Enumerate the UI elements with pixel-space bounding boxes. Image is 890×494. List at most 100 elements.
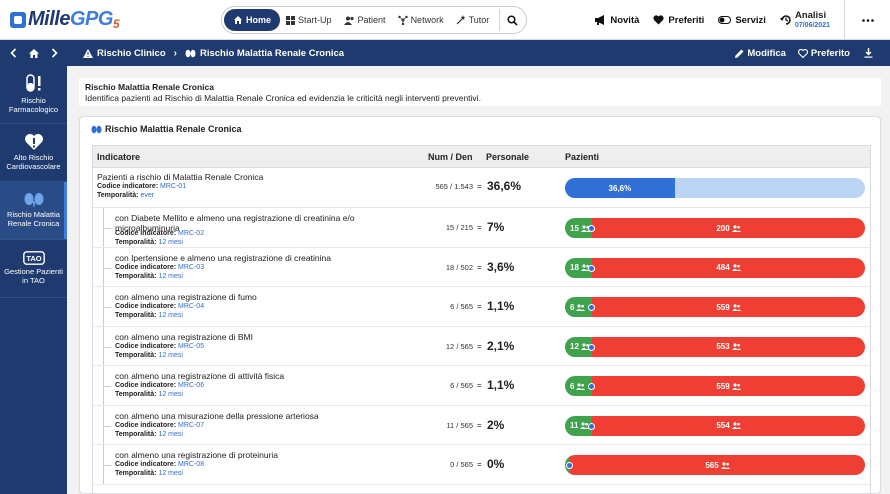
nav-startup[interactable]: Start-Up [280, 9, 338, 31]
denominator-segment[interactable]: 200 [592, 218, 865, 238]
indicator-title: con Ipertensione e almeno una registrazi… [115, 252, 331, 263]
meta-value[interactable]: MRC-03 [178, 263, 205, 271]
kidneys-icon [185, 49, 196, 57]
num-den: 12 / 565 [445, 341, 473, 351]
search-button[interactable] [500, 14, 524, 26]
sidebar-item-rischio-farmacologico[interactable]: Rischio Farmacologico [0, 66, 67, 124]
warning-icon [83, 48, 93, 58]
table-row[interactable]: con almeno una misurazione della pressio… [93, 405, 870, 445]
analisi-link[interactable]: Analisi 07/06/2021 [779, 11, 830, 29]
meta-value[interactable]: MRC-05 [178, 342, 205, 350]
main-progress-fill: 36,6% [565, 178, 675, 198]
table-row[interactable]: con Ipertensione e almeno una registrazi… [93, 247, 870, 287]
kidneys-icon [24, 193, 43, 208]
meta-value: 12 mesi [158, 430, 183, 438]
main-progress-bar[interactable]: 36,6% [565, 178, 865, 198]
numerator-segment[interactable]: 6 [565, 297, 595, 317]
indicator-temporalita: Temporalità: ever [97, 191, 154, 200]
nav-tutor[interactable]: Tutor [450, 9, 496, 31]
breadcrumb-item-rischio-clinico[interactable]: Rischio Clinico [83, 48, 166, 59]
chevron-left-icon[interactable] [9, 48, 17, 58]
logo-five: 5 [112, 16, 120, 31]
preferito-button[interactable]: Preferito [797, 48, 850, 59]
percentage: 2% [487, 417, 505, 432]
patients-bar[interactable]: 18 484 [565, 257, 865, 278]
nav-network[interactable]: Network [392, 9, 450, 31]
table-row[interactable]: con almeno una registrazione di attività… [93, 366, 870, 406]
numerator-segment[interactable] [565, 455, 573, 475]
table-row[interactable]: con Diabete Mellito e almeno una registr… [93, 208, 870, 248]
patients-bar[interactable]: 565 [565, 455, 865, 475]
numerator-segment[interactable]: 18 [565, 257, 595, 278]
column-header[interactable]: Pazienti [565, 151, 600, 162]
servizi-link[interactable]: Servizi [718, 15, 766, 26]
patients-bar[interactable]: 6 559 [565, 297, 865, 317]
equals-sign: = [477, 223, 482, 232]
bar-marker [588, 422, 595, 430]
modifica-button[interactable]: Modifica [735, 48, 786, 59]
indicator-temporalita: Temporalità: 12 mesi [115, 238, 183, 247]
bar-marker [588, 343, 595, 351]
heart-icon [653, 15, 665, 25]
tree-line [103, 366, 104, 405]
table-row[interactable]: con almeno una registrazione di proteinu… [93, 445, 870, 485]
meta-label: Temporalità: [115, 312, 157, 319]
download-button[interactable] [864, 48, 876, 58]
numerator-segment[interactable]: 12 [565, 336, 595, 357]
denominator-segment[interactable]: 565 [570, 455, 865, 475]
preferiti-link[interactable]: Preferiti [653, 15, 704, 26]
logo-mille: Mille [28, 8, 70, 30]
sidebar-item-gestione-tao[interactable]: TAO Gestione Pazienti in TAO [0, 240, 67, 298]
patients-bar[interactable]: 6 559 [565, 376, 865, 396]
denominator-segment[interactable]: 559 [592, 297, 865, 317]
meta-value[interactable]: MRC-01 [160, 183, 187, 190]
patients-bar[interactable]: 12 553 [565, 336, 865, 357]
sidebar-item-rischio-malattia-renale[interactable]: Rischio Malattia Renale Cronica [0, 182, 67, 240]
numerator-segment[interactable]: 11 [565, 415, 595, 436]
indicator-code: Codice indicatore: MRC-07 [115, 421, 204, 430]
millegpg-logo[interactable]: Mille GPG 5 [10, 8, 120, 31]
nav-patient-label: Patient [357, 15, 386, 25]
column-header[interactable]: Personale [486, 151, 530, 162]
meta-value[interactable]: MRC-07 [178, 421, 205, 429]
num-den: 0 / 565 [450, 460, 473, 469]
patients-bar[interactable]: 11 554 [565, 415, 865, 436]
home-icon[interactable] [28, 48, 40, 59]
numerator-count: 15 [570, 223, 579, 233]
novita-link[interactable]: Novità [594, 15, 639, 26]
indicator-code: Codice indicatore: MRC-03 [115, 263, 204, 272]
meta-value[interactable]: MRC-08 [178, 461, 205, 468]
table-row-main[interactable]: Pazienti a rischio di Malattia Renale Cr… [93, 168, 870, 208]
denominator-segment[interactable]: 553 [592, 336, 865, 357]
indicator-temporalita: Temporalità: 12 mesi [115, 430, 183, 439]
column-header[interactable]: Num / Den [428, 151, 473, 162]
denominator-count: 200 [716, 223, 730, 233]
breadcrumb-label: Rischio Clinico [97, 47, 166, 59]
numerator-segment[interactable]: 15 [565, 218, 595, 238]
column-header[interactable]: Indicatore [97, 151, 141, 162]
nav-home[interactable]: Home [224, 9, 281, 31]
meta-value[interactable]: MRC-02 [178, 230, 205, 237]
denominator-count: 565 [705, 460, 719, 470]
meta-value: 12 mesi [158, 312, 183, 319]
nav-patient[interactable]: Patient [338, 9, 392, 31]
more-menu-button[interactable] [844, 0, 890, 40]
meta-label: Temporalità: [115, 239, 157, 246]
numerator-count: 11 [570, 421, 579, 430]
denominator-segment[interactable]: 484 [592, 257, 865, 278]
indicator-title: con almeno una registrazione di attività… [115, 371, 285, 381]
equals-sign: = [477, 420, 482, 430]
meta-value[interactable]: MRC-06 [178, 382, 205, 389]
denominator-segment[interactable]: 554 [592, 415, 865, 436]
numerator-segment[interactable]: 6 [565, 376, 595, 396]
sidebar-item-alto-rischio-cardiovascolare[interactable]: Alto Rischio Cardiovascolare [0, 124, 67, 182]
table-row[interactable]: con almeno una registrazione di BMI Codic… [93, 326, 870, 366]
denominator-segment[interactable]: 559 [592, 376, 865, 396]
page-actions: Modifica Preferito [723, 40, 876, 66]
meta-value[interactable]: MRC-04 [178, 303, 205, 310]
table-row[interactable]: con almeno una registrazione di fumo Codi… [93, 287, 870, 327]
chevron-right-icon[interactable] [51, 48, 58, 58]
meta-label: Codice indicatore: [115, 263, 177, 271]
nav-network-label: Network [410, 15, 444, 25]
patients-bar[interactable]: 15 200 [565, 218, 865, 238]
